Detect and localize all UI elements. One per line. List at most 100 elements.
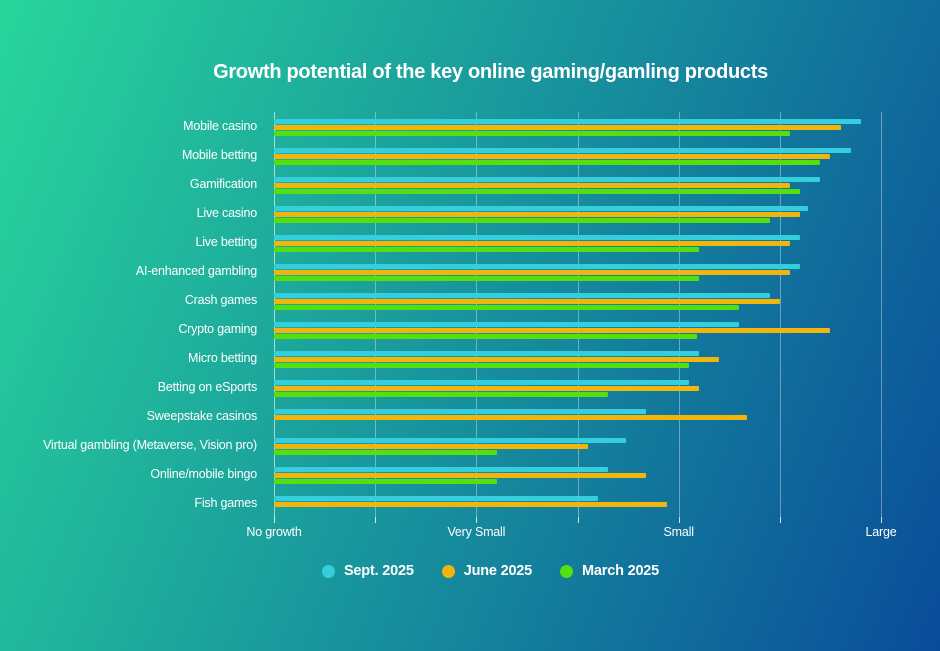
legend-item: Sept. 2025 <box>321 563 414 579</box>
category-row: Crypto gaming <box>0 315 881 344</box>
axis-tick <box>678 517 680 523</box>
bar-group <box>274 264 881 281</box>
category-row: Crash games <box>0 286 881 315</box>
bar-june-2025 <box>274 328 831 333</box>
bar-june-2025 <box>274 386 699 391</box>
bar-sept-2025 <box>274 438 627 443</box>
bar-group <box>274 206 881 223</box>
bar-march-2025 <box>274 479 497 484</box>
bar-group <box>274 467 881 484</box>
bar-june-2025 <box>274 241 790 246</box>
category-label: Crypto gaming <box>178 322 257 337</box>
bar-march-2025 <box>274 305 740 310</box>
bar-sept-2025 <box>274 177 821 182</box>
bar-sept-2025 <box>274 380 689 385</box>
bar-sept-2025 <box>274 322 740 327</box>
bar-june-2025 <box>274 415 748 420</box>
bar-march-2025 <box>274 334 697 339</box>
bar-group <box>274 409 881 426</box>
bar-group <box>274 438 881 455</box>
bar-june-2025 <box>274 299 780 304</box>
category-row: Fish games <box>0 489 881 518</box>
bar-june-2025 <box>274 502 667 507</box>
legend-item: March 2025 <box>560 563 659 579</box>
category-row: Mobile betting <box>0 141 881 170</box>
category-label: Sweepstake casinos <box>146 409 258 424</box>
bar-sept-2025 <box>274 293 770 298</box>
bar-group <box>274 496 881 513</box>
y-axis-line <box>274 112 275 517</box>
category-label: Mobile betting <box>181 148 257 163</box>
bar-march-2025 <box>274 218 770 223</box>
category-label: Live betting <box>195 235 257 250</box>
bar-march-2025 <box>274 160 821 165</box>
category-row: Gamification <box>0 170 881 199</box>
legend-dot-icon <box>560 564 574 578</box>
bar-sept-2025 <box>274 206 809 211</box>
x-axis-label: Small <box>663 525 694 539</box>
category-label: AI-enhanced gambling <box>135 264 257 279</box>
category-row: Mobile casino <box>0 112 881 141</box>
bar-march-2025 <box>274 189 801 194</box>
axis-tick <box>375 517 377 523</box>
bar-march-2025 <box>274 392 608 397</box>
axis-tick <box>779 517 781 523</box>
bar-sept-2025 <box>274 119 861 124</box>
category-label: Virtual gambling (Metaverse, Vision pro) <box>43 438 257 453</box>
category-label: Fish games <box>194 496 257 511</box>
category-label: Mobile casino <box>183 119 257 134</box>
x-axis-label: Large <box>865 525 897 539</box>
bar-march-2025 <box>274 247 699 252</box>
axis-tick <box>881 517 882 523</box>
bar-group <box>274 148 881 165</box>
gridline <box>881 112 882 517</box>
bar-group <box>274 380 881 397</box>
bar-june-2025 <box>274 444 588 449</box>
bar-group <box>274 351 881 368</box>
bar-june-2025 <box>274 125 841 130</box>
category-row: Virtual gambling (Metaverse, Vision pro) <box>0 431 881 460</box>
x-axis-label: Very Small <box>447 525 506 539</box>
legend-dot-icon <box>321 564 335 578</box>
gridline <box>678 112 680 517</box>
x-axis-label: No growth <box>246 525 302 539</box>
category-label: Crash games <box>184 293 257 308</box>
bar-sept-2025 <box>274 409 647 414</box>
bar-march-2025 <box>274 131 790 136</box>
bar-march-2025 <box>274 363 689 368</box>
gridline <box>577 112 579 517</box>
chart-title: Growth potential of the key online gamin… <box>213 61 768 83</box>
bar-group <box>274 322 881 339</box>
bar-group <box>274 235 881 252</box>
plot-area <box>274 112 882 523</box>
category-row: Betting on eSports <box>0 373 881 402</box>
axis-tick <box>274 517 275 523</box>
axis-tick <box>577 517 579 523</box>
legend-label: March 2025 <box>582 563 660 579</box>
legend-item: June 2025 <box>441 563 532 579</box>
gridline <box>779 112 781 517</box>
category-label: Micro betting <box>188 351 257 366</box>
category-row: Live casino <box>0 199 881 228</box>
gridline <box>476 112 478 517</box>
category-label: Online/mobile bingo <box>150 467 257 482</box>
category-row: Sweepstake casinos <box>0 402 881 431</box>
rows: Mobile casino Mobile betting Gamification L… <box>0 112 881 518</box>
category-row: AI-enhanced gambling <box>0 257 881 286</box>
category-label: Gamification <box>189 177 257 192</box>
bar-sept-2025 <box>274 467 608 472</box>
category-label: Betting on eSports <box>157 380 257 395</box>
bar-june-2025 <box>274 154 831 159</box>
bar-group <box>274 293 881 310</box>
bar-march-2025 <box>274 450 497 455</box>
bar-group <box>274 119 881 136</box>
category-label: Live casino <box>196 206 258 221</box>
bar-june-2025 <box>274 183 790 188</box>
bar-june-2025 <box>274 357 720 362</box>
bar-group <box>274 177 881 194</box>
category-row: Micro betting <box>0 344 881 373</box>
bar-sept-2025 <box>274 351 699 356</box>
legend-label: Sept. 2025 <box>343 563 414 579</box>
bar-sept-2025 <box>274 264 801 269</box>
bar-sept-2025 <box>274 496 598 501</box>
